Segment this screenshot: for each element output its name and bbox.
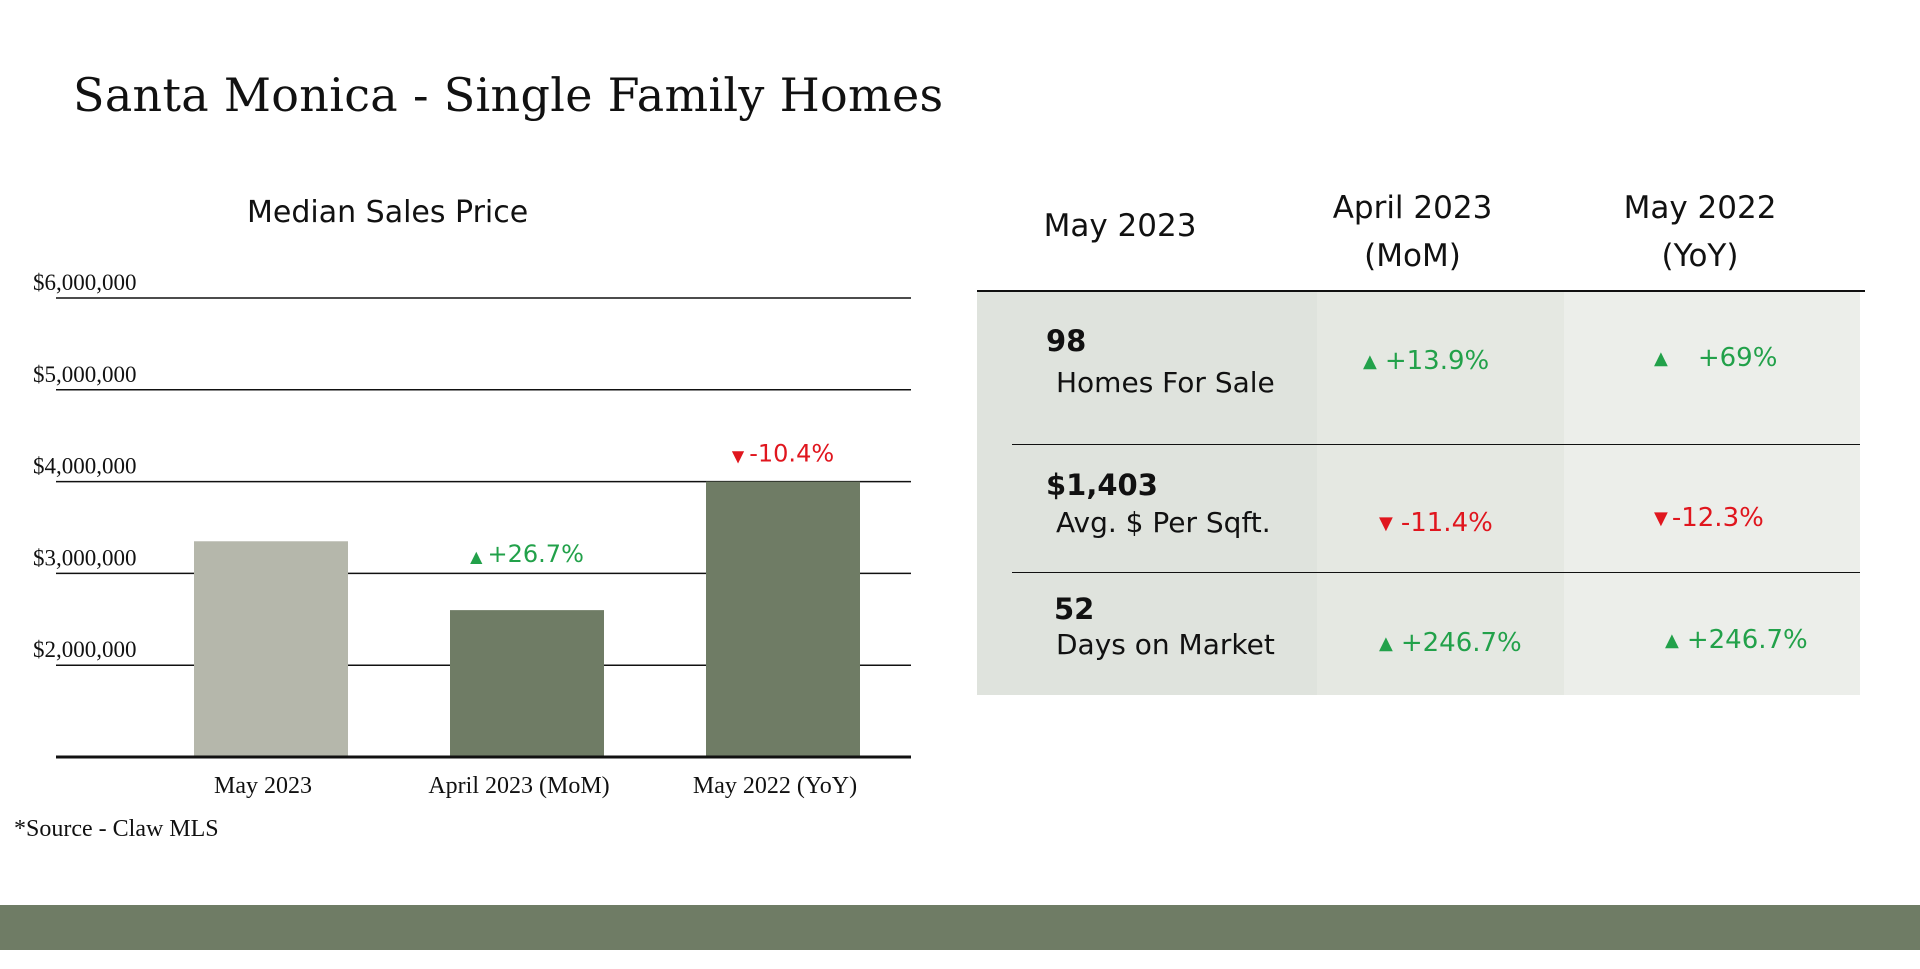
page-title: Santa Monica - Single Family Homes bbox=[73, 68, 944, 122]
change-value: -12.3% bbox=[1671, 503, 1764, 533]
source-note: *Source - Claw MLS bbox=[14, 816, 219, 842]
row-divider bbox=[1012, 444, 1860, 445]
avg-price-per-sqft-mom: ▼ -11.4% bbox=[1379, 508, 1493, 538]
data-label: ▲ +26.7% bbox=[470, 540, 584, 568]
y-tick-label: $5,000,000 bbox=[33, 362, 137, 387]
x-tick-label: May 2022 (YoY) bbox=[693, 773, 857, 799]
header-line1: May 2022 bbox=[1623, 190, 1777, 226]
table-bg-current bbox=[977, 290, 1317, 695]
bar bbox=[194, 541, 348, 756]
change-value: +69% bbox=[1697, 343, 1778, 373]
table-header-divider bbox=[977, 290, 1865, 292]
header-line2: (MoM) bbox=[1364, 238, 1461, 274]
up-arrow-icon: ▲ bbox=[470, 547, 487, 566]
days-on-market-value: 52 bbox=[1054, 592, 1095, 626]
data-label: ▼ -10.4% bbox=[732, 440, 834, 468]
homes-for-sale-label: Homes For Sale bbox=[1056, 366, 1275, 399]
homes-for-sale-mom: ▲ +13.9% bbox=[1363, 346, 1489, 376]
header-may-2022: May 2022 (YoY) bbox=[1600, 184, 1800, 280]
change-value: +246.7% bbox=[1400, 628, 1522, 658]
up-arrow-icon: ▲ bbox=[1654, 348, 1668, 369]
row-divider bbox=[1012, 572, 1860, 573]
header-may-2023: May 2023 bbox=[1020, 202, 1220, 250]
chart-title: Median Sales Price bbox=[247, 195, 529, 230]
data-label-text: -10.4% bbox=[749, 440, 834, 468]
x-tick-label: May 2023 bbox=[214, 773, 312, 799]
change-value: -11.4% bbox=[1400, 508, 1493, 538]
header-line2: (YoY) bbox=[1661, 238, 1739, 274]
change-value: +246.7% bbox=[1686, 625, 1808, 655]
header-line1: May 2023 bbox=[1043, 208, 1197, 244]
table-bg-yoy bbox=[1564, 290, 1860, 695]
down-arrow-icon: ▼ bbox=[1654, 508, 1668, 529]
days-on-market-label: Days on Market bbox=[1056, 628, 1275, 661]
y-tick-label: $2,000,000 bbox=[33, 637, 137, 662]
header-line1: April 2023 bbox=[1332, 190, 1493, 226]
up-arrow-icon: ▲ bbox=[1665, 630, 1679, 651]
median-sales-price-chart: $2,000,000 $3,000,000 $4,000,000 $5,000,000… bbox=[33, 270, 911, 799]
avg-price-per-sqft-label: Avg. $ Per Sqft. bbox=[1056, 506, 1271, 539]
homes-for-sale-value: 98 bbox=[1046, 324, 1087, 358]
x-tick-label: April 2023 (MoM) bbox=[428, 773, 609, 799]
data-label-text: +26.7% bbox=[488, 540, 584, 568]
homes-for-sale-yoy: ▲ +69% bbox=[1654, 343, 1777, 373]
avg-price-per-sqft-value: $1,403 bbox=[1046, 468, 1158, 502]
header-april-2023: April 2023 (MoM) bbox=[1310, 184, 1515, 280]
avg-price-per-sqft-yoy: ▼ -12.3% bbox=[1654, 503, 1764, 533]
bar bbox=[450, 610, 604, 756]
days-on-market-mom: ▲ +246.7% bbox=[1379, 628, 1522, 658]
y-tick-label: $3,000,000 bbox=[33, 545, 137, 570]
days-on-market-yoy: ▲ +246.7% bbox=[1665, 625, 1808, 655]
change-value: +13.9% bbox=[1384, 346, 1490, 376]
table-bg-mom bbox=[1317, 290, 1564, 695]
up-arrow-icon: ▲ bbox=[1379, 633, 1393, 654]
footer-band bbox=[0, 905, 1920, 950]
down-arrow-icon: ▼ bbox=[1379, 513, 1393, 534]
down-arrow-icon: ▼ bbox=[732, 447, 749, 466]
y-tick-label: $4,000,000 bbox=[33, 454, 137, 479]
y-tick-label: $6,000,000 bbox=[33, 270, 137, 295]
bar bbox=[706, 481, 860, 756]
up-arrow-icon: ▲ bbox=[1363, 351, 1377, 372]
